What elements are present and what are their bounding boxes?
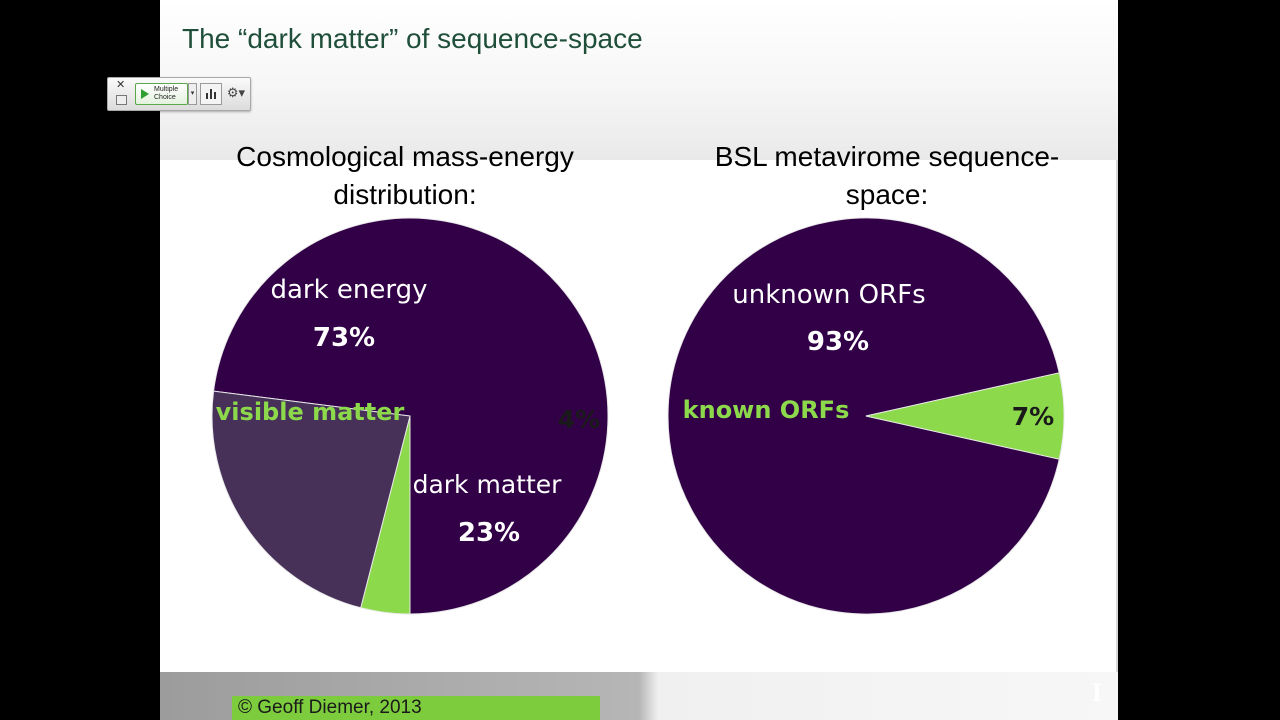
value-visible-matter: 4% (558, 405, 600, 434)
multiple-choice-button[interactable]: Multiple Choice (135, 83, 188, 105)
slide-edge (1116, 160, 1118, 672)
value-known-orfs: 7% (1012, 402, 1054, 431)
right-chart-title: BSL metavirome sequence- space: (672, 138, 1102, 214)
left-chart-title-line-1: Cosmological mass-energy (236, 141, 574, 172)
multiple-choice-line-2: Choice (154, 94, 176, 101)
play-icon (141, 89, 149, 99)
right-chart-title-line-1: BSL metavirome sequence- (714, 141, 1060, 172)
pie-charts-canvas: dark energy 73% visible matter 4% dark m… (211, 217, 1065, 615)
pie-slice-unknown-orfs (667, 217, 1060, 615)
multiple-choice-label: Multiple Choice (154, 86, 178, 102)
copyright-notice: © Geoff Diemer, 2013 (232, 696, 600, 720)
slide: The “dark matter” of sequence-space Cosm… (160, 0, 1118, 720)
chevron-down-icon[interactable]: ▾ (188, 83, 197, 105)
close-icon[interactable]: ✕ (116, 79, 126, 91)
value-dark-matter: 23% (458, 518, 520, 548)
pie-slice-dark-matter (211, 390, 411, 609)
slide-title: The “dark matter” of sequence-space (182, 23, 643, 54)
pie-slice-known-orfs (865, 372, 1065, 460)
label-known-orfs: known ORFs (683, 396, 850, 424)
label-dark-matter: dark matter (413, 470, 563, 499)
left-chart-title: Cosmological mass-energy distribution: (200, 138, 610, 214)
left-chart-title-line-2: distribution: (333, 179, 477, 210)
bar-chart-icon[interactable] (200, 83, 222, 105)
gear-icon[interactable]: ⚙▾ (226, 85, 246, 100)
value-unknown-orfs: 93% (807, 327, 869, 357)
slide-header: The “dark matter” of sequence-space (160, 0, 1118, 160)
label-unknown-orfs: unknown ORFs (732, 280, 925, 310)
right-pie-chart: unknown ORFs 93% known ORFs 7% (667, 217, 1065, 615)
pie-slice-dark-energy (213, 217, 609, 615)
poll-toolbar: ✕ Multiple Choice ▾ ⚙▾ (107, 77, 251, 111)
label-visible-matter: visible matter (216, 398, 405, 426)
label-dark-energy: dark energy (270, 275, 427, 305)
corner-mark: I (1091, 678, 1102, 707)
minimize-icon[interactable] (116, 95, 127, 105)
multiple-choice-line-1: Multiple (154, 86, 179, 93)
left-pie-chart: dark energy 73% visible matter 4% dark m… (211, 217, 609, 615)
value-dark-energy: 73% (313, 323, 375, 353)
right-chart-title-line-2: space: (845, 179, 929, 210)
